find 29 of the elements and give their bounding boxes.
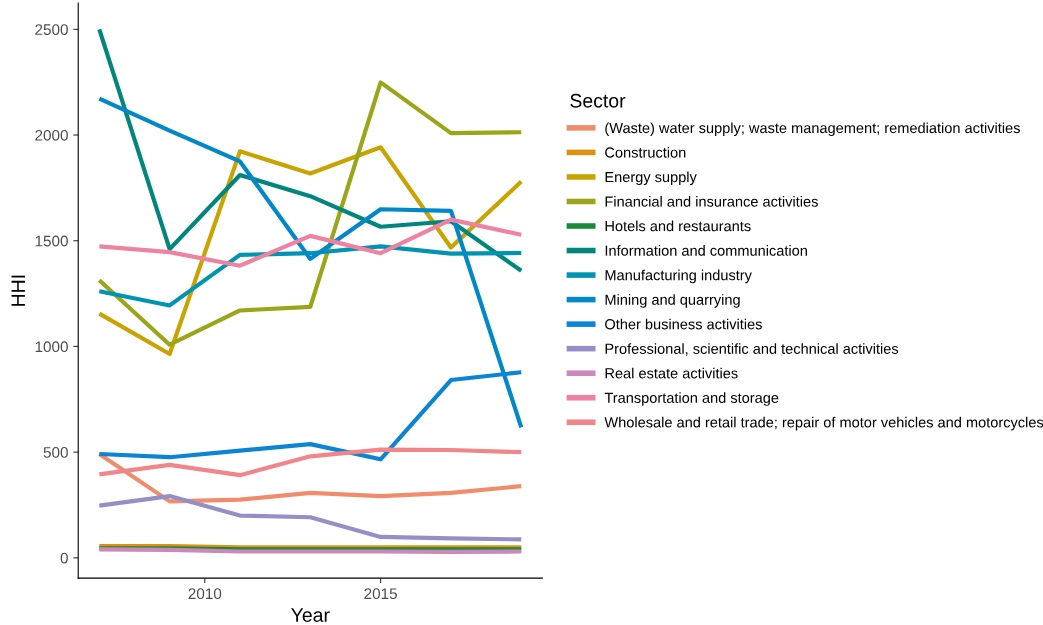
line-series (97, 447, 524, 478)
y-tick-label: 500 (43, 447, 68, 458)
y-tick-label: 0 (60, 552, 68, 564)
y-axis-title: HHI (11, 275, 25, 306)
y-tick-label: 2500 (35, 24, 68, 36)
y-tick-label: 1000 (35, 341, 68, 353)
legend-label: Information and communication (605, 245, 807, 256)
legend-label: Manufacturing industry (605, 269, 752, 284)
legend-label: Real estate activities (605, 367, 738, 379)
legend-label: Mining and quarrying (605, 294, 740, 308)
x-tick-label: 2015 (364, 588, 397, 600)
legend-label: Hotels and restaurants (605, 220, 751, 232)
line-series (97, 494, 524, 542)
legend-label: (Waste) water supply; waste management; remediation activities (605, 122, 1020, 137)
line-series (97, 27, 524, 273)
legend-label: Energy supply (605, 171, 697, 186)
line-series (97, 217, 524, 268)
x-tick-label: 2010 (188, 588, 222, 600)
legend-title: Sector (570, 93, 626, 108)
legend-label: Construction (605, 146, 686, 158)
legend-label: Financial and insurance activities (605, 196, 818, 207)
y-tick-label: 2000 (35, 129, 68, 141)
legend-label: Transportation and storage (604, 392, 779, 406)
x-axis-title: Year (291, 608, 330, 622)
y-tick-label: 1500 (35, 235, 68, 247)
legend-label: Wholesale and retail trade; repair of motor vehicles and motorcycles (604, 416, 1043, 431)
legend-label: Other business activities (605, 318, 762, 330)
legend-label: Professional, scientific and technical activities (605, 343, 899, 356)
line-series (97, 80, 524, 347)
